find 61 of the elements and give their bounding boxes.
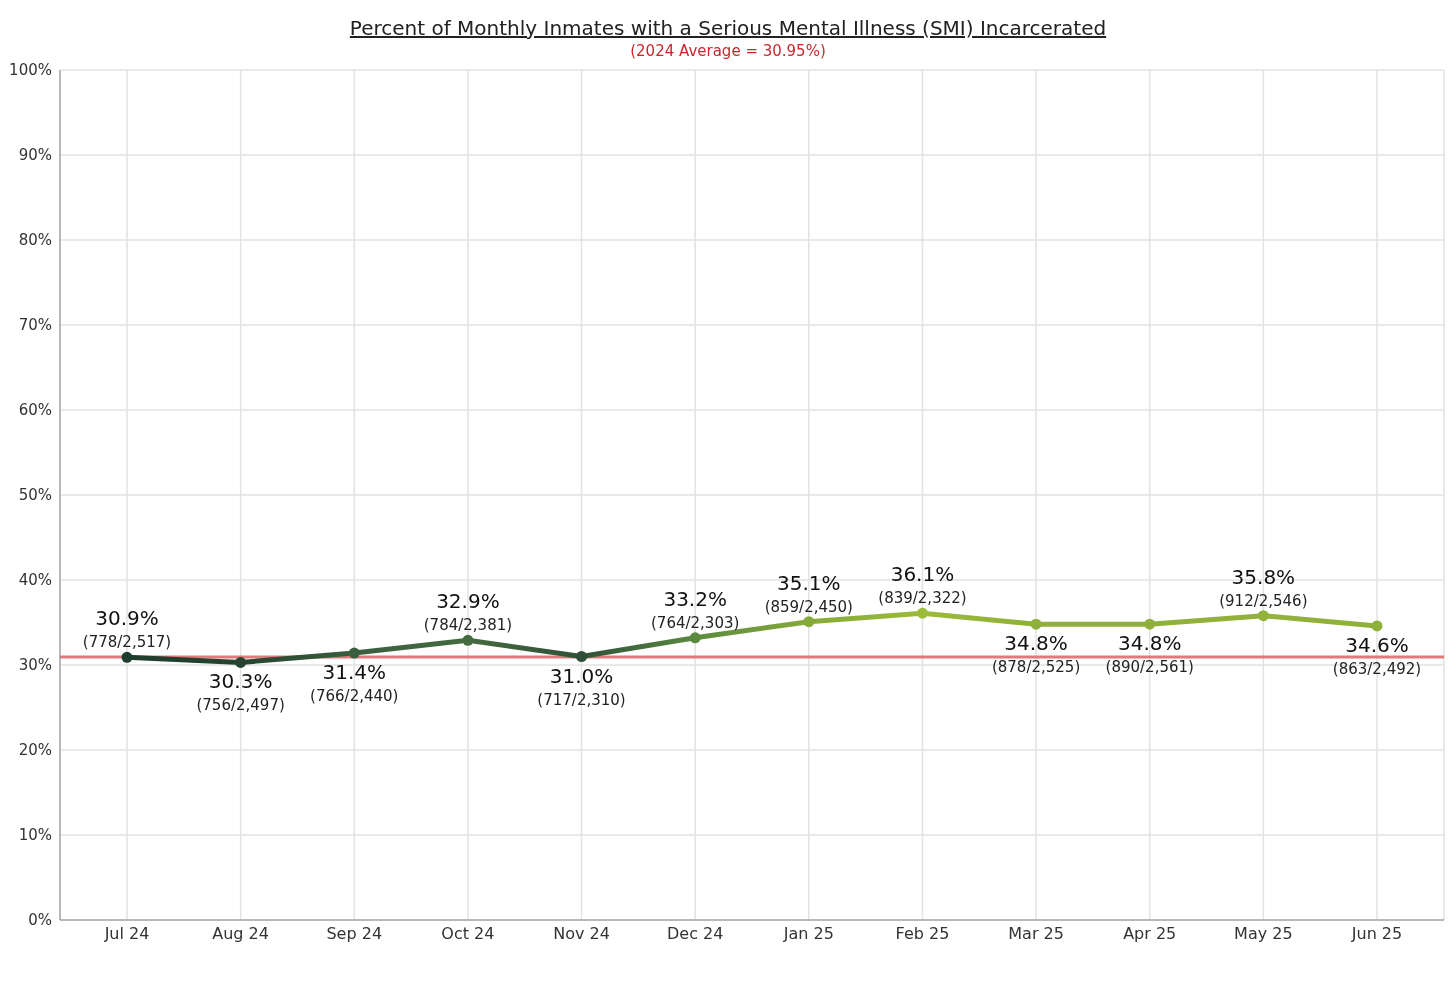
y-tick-label: 0% — [28, 911, 52, 930]
data-label: 30.9% — [95, 606, 159, 631]
annotation: (859/2,450) — [764, 597, 853, 616]
point — [916, 607, 928, 619]
data-label: 34.8% — [1004, 631, 1068, 656]
data-label: 35.8% — [1231, 564, 1296, 589]
annotation: (878/2,525) — [991, 658, 1081, 677]
annotation: (764/2,303) — [651, 613, 740, 632]
point — [1030, 618, 1042, 630]
data-label: 34.6% — [1345, 632, 1409, 657]
chart-title: Percent of Monthly Inmates with a Serious Mental Illness (SMI) Incarcerated — [348, 16, 1108, 40]
point — [803, 616, 815, 628]
y-tick-label: 70% — [18, 316, 52, 335]
x-tick-label: May 25 — [1234, 924, 1293, 944]
annotation: (839/2,322) — [878, 589, 967, 608]
annotation: (863/2,492) — [1332, 659, 1422, 678]
x-tick-label: Nov 24 — [553, 924, 610, 944]
y-tick-label: 90% — [18, 146, 52, 165]
point — [348, 647, 360, 659]
point — [1371, 620, 1383, 632]
x-tick-label: Oct 24 — [441, 924, 495, 944]
data-label: 31.4% — [322, 660, 387, 685]
x-tick-label: Jan 25 — [782, 924, 834, 944]
y-tick-label: 10% — [18, 826, 52, 845]
y-tick-label: 20% — [18, 741, 52, 760]
x-tick-label: Aug 24 — [212, 924, 269, 944]
annotation: (766/2,440) — [310, 687, 399, 706]
data-label: 32.9% — [436, 589, 500, 614]
x-tick-label: Sep 24 — [326, 924, 383, 944]
y-tick-label: 100% — [9, 61, 52, 80]
point — [121, 651, 133, 663]
data-label: 31.0% — [549, 663, 614, 688]
y-tick-label: 50% — [18, 486, 52, 505]
x-tick-label: Dec 24 — [666, 924, 724, 944]
data-label: 30.3% — [208, 669, 273, 694]
chart-subtitle: (2024 Average = 30.95%) — [629, 42, 827, 60]
data-label: 36.1% — [890, 562, 955, 587]
data-label: 34.8% — [1117, 631, 1182, 656]
x-tick-label: Mar 25 — [1008, 924, 1064, 944]
y-tick-label: 60% — [18, 401, 52, 420]
y-tick-label: 30% — [18, 656, 52, 675]
y-tick-label: 40% — [18, 571, 52, 590]
annotation: (717/2,310) — [537, 690, 626, 709]
point — [1257, 610, 1269, 622]
annotation: (912/2,546) — [1219, 591, 1308, 610]
annotation: (756/2,497) — [196, 696, 285, 715]
data-label: 33.2% — [663, 586, 727, 611]
annotation: (784/2,381) — [423, 616, 513, 635]
point — [1144, 618, 1156, 630]
x-tick-label: Apr 25 — [1123, 924, 1177, 944]
x-tick-label: Feb 25 — [895, 924, 950, 944]
data-label: 35.1% — [777, 570, 841, 595]
point — [576, 651, 588, 662]
x-tick-label: Jun 25 — [1350, 924, 1403, 944]
annotation: (778/2,517) — [82, 633, 172, 652]
x-tick-label: Jul 24 — [103, 924, 150, 944]
annotation: (890/2,561) — [1105, 658, 1194, 677]
point — [689, 632, 701, 644]
y-tick-label: 80% — [18, 231, 52, 250]
point — [462, 634, 474, 646]
point — [235, 656, 247, 668]
